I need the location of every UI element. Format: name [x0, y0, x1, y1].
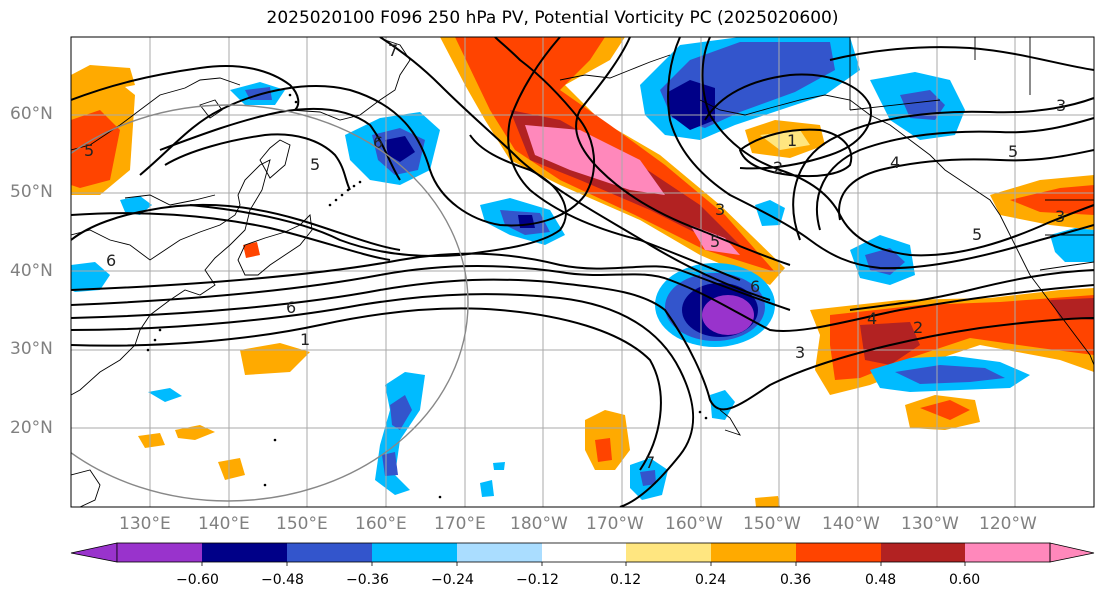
- contour-label: 3: [795, 343, 805, 362]
- lat-label: 50°N: [10, 182, 53, 202]
- lon-label: 160°W: [665, 514, 723, 534]
- colorbar-segment: [542, 543, 626, 562]
- contour-label: 1: [787, 131, 797, 150]
- map-frame: [70, 36, 1095, 508]
- lon-label: 120°W: [979, 514, 1037, 534]
- contour-label: 3: [715, 200, 725, 219]
- contour-label: 6: [373, 133, 383, 152]
- contour-label: 6: [750, 277, 760, 296]
- contour-label: 5: [710, 232, 720, 251]
- colorbar-tick-label: 0.12: [610, 572, 642, 588]
- colorbar-segment: [117, 543, 202, 562]
- colorbar-segment: [287, 543, 372, 562]
- map-title: 2025020100 F096 250 hPa PV, Potential Vo…: [266, 8, 839, 28]
- contour-label: 5: [1008, 142, 1018, 161]
- contour-label: 7: [645, 453, 655, 472]
- contour-label: 5: [972, 225, 982, 244]
- negative-anomaly-south: [148, 356, 1030, 500]
- colorbar-segment: [372, 543, 457, 562]
- positive-anomaly-streamer: [440, 37, 785, 285]
- lon-label: 130°W: [901, 514, 959, 534]
- colorbar-tick-label: 0.48: [865, 572, 897, 588]
- colorbar-tick-label: 0.60: [949, 572, 981, 588]
- lon-label: 130°E: [119, 514, 171, 534]
- lon-label: 170°W: [586, 514, 644, 534]
- colorbar-segment: [202, 543, 287, 562]
- range-circle: [71, 104, 469, 502]
- colorbar-tick-label: −0.24: [431, 572, 474, 588]
- colorbar: [70, 542, 1095, 566]
- lat-label: 20°N: [10, 418, 53, 438]
- contour-label: 6: [286, 298, 296, 317]
- lat-label: 60°N: [10, 104, 53, 124]
- contour-label: 2: [913, 318, 923, 337]
- lon-label: 150°E: [276, 514, 328, 534]
- colorbar-tick-label: −0.48: [261, 572, 304, 588]
- contour-label: 3: [1055, 207, 1065, 226]
- contour-label: 7: [388, 41, 398, 60]
- contour-label: 5: [310, 155, 320, 174]
- colorbar-left-arrow: [70, 542, 118, 563]
- colorbar-tick-label: −0.12: [516, 572, 559, 588]
- lat-label: 30°N: [10, 339, 53, 359]
- contour-label: 4: [867, 309, 877, 328]
- island-chains: [146, 93, 708, 499]
- lon-label: 140°W: [822, 514, 880, 534]
- lon-label: 170°E: [434, 514, 486, 534]
- height-contours: [71, 37, 1094, 507]
- contour-label: 1: [300, 330, 310, 349]
- colorbar-segment: [881, 543, 965, 562]
- colorbar-segment: [626, 543, 711, 562]
- contour-label: 2: [773, 158, 783, 177]
- colorbar-segment: [711, 543, 796, 562]
- colorbar-right-arrow: [1049, 542, 1095, 563]
- colorbar-segment: [796, 543, 881, 562]
- colorbar-segment: [965, 543, 1050, 562]
- lat-label: 40°N: [10, 261, 53, 281]
- colorbar-tick-label: 0.36: [780, 572, 812, 588]
- contour-label: 4: [890, 153, 900, 172]
- colorbar-segment: [457, 543, 542, 562]
- map-plot-area: 7 6 5 6 6 1 5 3 5 6 3 4 2 7 1 2 4 5 5 3 …: [71, 37, 1094, 507]
- lon-label: 160°E: [355, 514, 407, 534]
- lon-label: 180°W: [510, 514, 568, 534]
- contour-label: 6: [106, 251, 116, 270]
- negative-anomaly-cutoff-low: [655, 263, 775, 347]
- contour-label: 3: [1056, 96, 1066, 115]
- colorbar-tick-label: −0.60: [176, 572, 219, 588]
- lon-label: 150°W: [743, 514, 801, 534]
- lon-label: 140°E: [198, 514, 250, 534]
- contour-label: 5: [84, 141, 94, 160]
- colorbar-tick-label: 0.24: [695, 572, 727, 588]
- colorbar-tick-label: −0.36: [346, 572, 389, 588]
- contour-labels: 7 6 5 6 6 1 5 3 5 6 3 4 2 7 1 2 4 5 5 3 …: [84, 41, 1066, 472]
